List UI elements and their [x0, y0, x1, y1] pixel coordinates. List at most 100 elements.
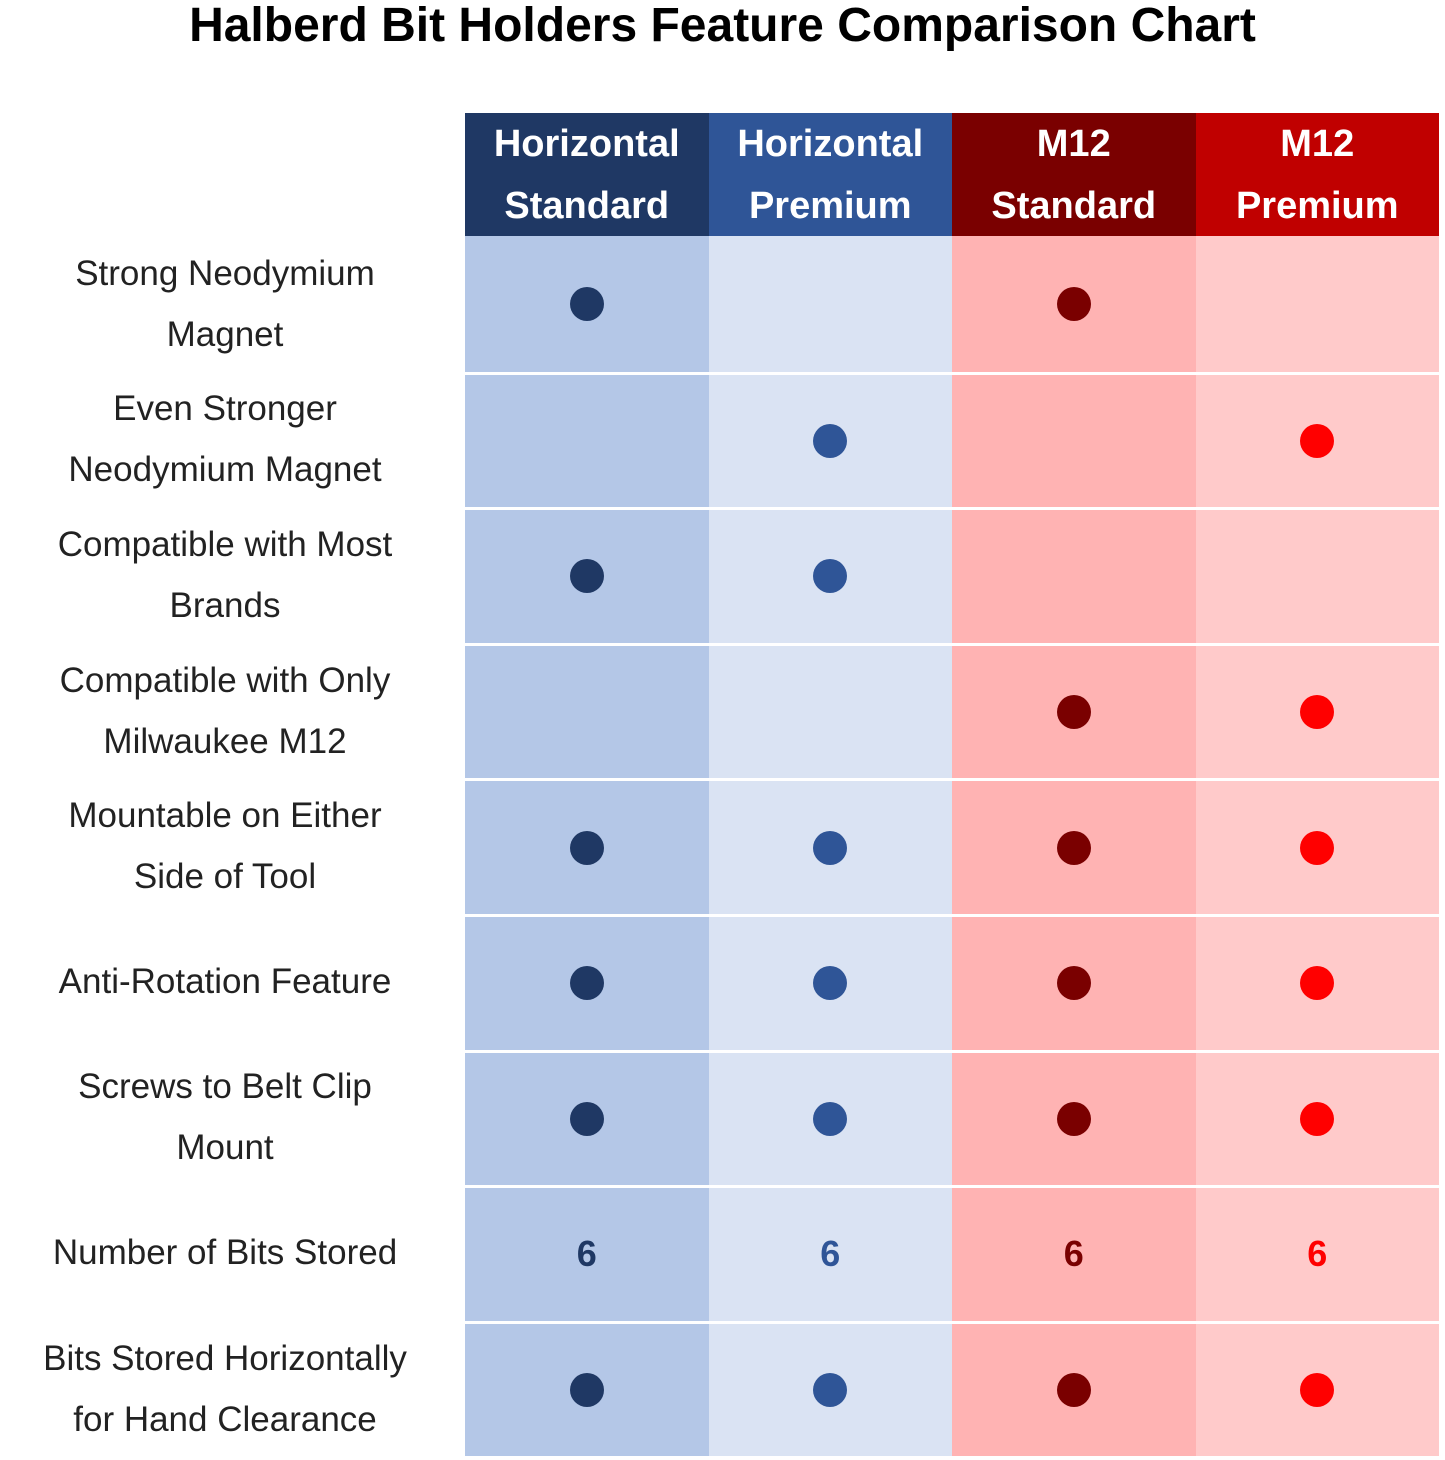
table-cell — [1195, 510, 1439, 643]
row-label: Compatible with Most Brands — [0, 507, 450, 643]
feature-dot — [1300, 966, 1335, 1001]
table-cell — [952, 510, 1196, 643]
column-header: M12 Standard — [952, 113, 1196, 236]
table-cell — [1195, 1052, 1439, 1186]
feature-dot — [1056, 830, 1091, 865]
feature-dot — [569, 966, 604, 1001]
feature-dot — [1056, 966, 1091, 1001]
table-cell — [1195, 236, 1439, 372]
line: Compatible with Only — [59, 660, 391, 700]
line: Number of Bits Stored — [52, 1233, 398, 1273]
table-cell — [952, 781, 1196, 914]
row-label: Anti-Rotation Feature — [0, 914, 450, 1050]
table-cell: 6 — [1195, 1188, 1439, 1321]
table-cell — [465, 236, 709, 372]
line: Screws to Belt Clip — [78, 1067, 372, 1107]
line: Bits Stored Horizontally — [43, 1338, 407, 1378]
line: Brands — [169, 585, 281, 625]
line: Milwaukee M12 — [103, 721, 347, 761]
table-cell — [465, 645, 709, 779]
table-cell — [1195, 917, 1439, 1050]
line: Even Stronger — [113, 389, 337, 429]
line: M12 — [1280, 122, 1355, 165]
column-header: Horizontal Standard — [465, 113, 709, 236]
chart-title: Halberd Bit Holders Feature Comparison C… — [189, 0, 1256, 52]
table-cell — [708, 374, 952, 508]
feature-dot — [1300, 423, 1335, 458]
feature-dot — [569, 1101, 604, 1136]
table-cell — [465, 374, 709, 508]
feature-dot — [569, 830, 604, 865]
line: Standard — [504, 184, 670, 227]
line: Strong Neodymium — [75, 253, 375, 293]
table-cell — [1195, 374, 1439, 508]
line: Mount — [176, 1128, 274, 1168]
table-cell — [952, 917, 1196, 1050]
table-cell — [465, 917, 709, 1050]
feature-dot — [569, 559, 604, 594]
row-label: Compatible with Only Milwaukee M12 — [0, 643, 450, 779]
cell-value: 6 — [1063, 1233, 1084, 1275]
row-label: Screws to Belt Clip Mount — [0, 1050, 450, 1186]
feature-dot — [1300, 830, 1335, 865]
table-cell — [708, 917, 952, 1050]
feature-dot — [813, 559, 848, 594]
feature-dot — [1056, 695, 1091, 730]
feature-dot — [1300, 695, 1335, 730]
table-cell — [708, 1052, 952, 1186]
feature-dot — [813, 830, 848, 865]
table-cell — [952, 374, 1196, 508]
line: Premium — [1235, 184, 1399, 227]
table-cell — [708, 781, 952, 914]
table-cell: 6 — [952, 1188, 1196, 1321]
cell-value: 6 — [576, 1233, 597, 1275]
table-cell — [952, 1323, 1196, 1457]
table-cell — [952, 1052, 1196, 1186]
line: Standard — [991, 184, 1157, 227]
feature-dot — [1056, 1101, 1091, 1136]
feature-dot — [813, 966, 848, 1001]
line: Premium — [748, 184, 912, 227]
cell-value: 6 — [1307, 1233, 1328, 1275]
line: Compatible with Most — [57, 524, 393, 564]
feature-dot — [1056, 286, 1091, 321]
table-cell — [708, 510, 952, 643]
row-label: Even Stronger Neodymium Magnet — [0, 372, 450, 508]
table-cell — [708, 236, 952, 372]
feature-dot — [1300, 1101, 1335, 1136]
column-header: Horizontal Premium — [708, 113, 952, 236]
table-cell — [1195, 645, 1439, 779]
table-cell — [1195, 1323, 1439, 1457]
table-cell: 6 — [708, 1188, 952, 1321]
row-label: Mountable on Either Side of Tool — [0, 778, 450, 914]
cell-value: 6 — [820, 1233, 841, 1275]
feature-dot — [1300, 1373, 1335, 1408]
feature-dot — [1056, 1373, 1091, 1408]
feature-dot — [569, 1373, 604, 1408]
table-cell — [1195, 781, 1439, 914]
table-cell — [708, 1323, 952, 1457]
table-cell — [465, 781, 709, 914]
table-cell — [465, 1323, 709, 1457]
line: Horizontal — [493, 122, 680, 165]
row-label: Number of Bits Stored — [0, 1185, 450, 1321]
table-cell — [952, 645, 1196, 779]
table-cell — [708, 645, 952, 779]
feature-dot — [813, 1373, 848, 1408]
table-cell — [465, 1052, 709, 1186]
feature-dot — [569, 286, 604, 321]
table-cell: 6 — [465, 1188, 709, 1321]
feature-dot — [813, 423, 848, 458]
line: Magnet — [166, 314, 284, 354]
line: M12 — [1036, 122, 1111, 165]
table-cell — [465, 510, 709, 643]
line: Mountable on Either — [68, 796, 382, 836]
line: Anti-Rotation Feature — [58, 962, 392, 1002]
feature-dot — [813, 1101, 848, 1136]
line: Neodymium Magnet — [68, 450, 382, 490]
column-header: M12 Premium — [1195, 113, 1439, 236]
row-label: Bits Stored Horizontally for Hand Clearan… — [0, 1321, 450, 1457]
line: Side of Tool — [133, 857, 317, 897]
table-cell — [952, 236, 1196, 372]
